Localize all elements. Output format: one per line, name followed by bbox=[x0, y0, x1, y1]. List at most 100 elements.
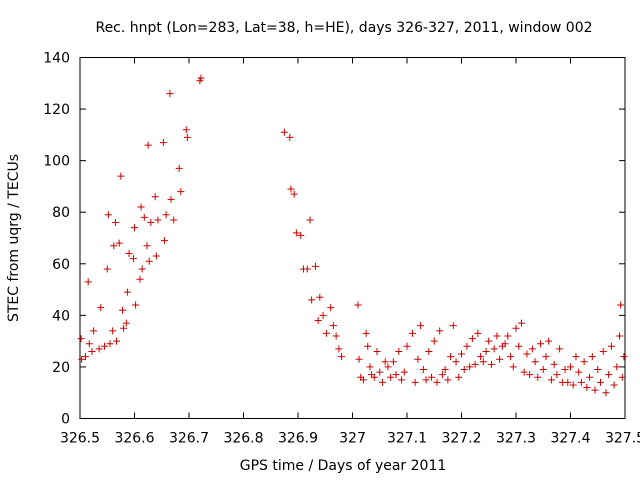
data-point bbox=[287, 185, 295, 193]
chart-title: Rec. hnpt (Lon=283, Lat=38, h=HE), days … bbox=[95, 20, 592, 36]
data-point bbox=[359, 376, 367, 384]
data-point bbox=[539, 366, 547, 374]
data-point bbox=[354, 301, 362, 309]
data-point bbox=[602, 389, 610, 397]
data-point bbox=[376, 368, 384, 376]
data-point bbox=[485, 337, 493, 345]
data-point bbox=[471, 360, 479, 368]
y-tick-label: 60 bbox=[52, 257, 70, 273]
data-point bbox=[572, 353, 580, 361]
data-point bbox=[138, 265, 146, 273]
data-point bbox=[395, 347, 403, 355]
data-point bbox=[290, 190, 298, 198]
data-point bbox=[166, 90, 174, 98]
y-tick-label: 120 bbox=[43, 102, 70, 118]
x-tick-label: 327.4 bbox=[550, 431, 590, 447]
plot-area bbox=[79, 57, 626, 419]
data-point bbox=[618, 373, 626, 381]
data-point bbox=[504, 332, 512, 340]
data-point bbox=[607, 342, 615, 350]
x-axis: 326.5 326.6 326.7 326.8 326.9 327 327.1 327.2 32… bbox=[60, 57, 640, 447]
data-point bbox=[436, 327, 444, 335]
data-point bbox=[419, 366, 427, 374]
data-point bbox=[95, 345, 103, 353]
data-point bbox=[617, 301, 625, 309]
x-tick-label: 327.1 bbox=[387, 431, 427, 447]
data-point bbox=[327, 304, 335, 312]
data-point bbox=[152, 252, 160, 260]
data-point bbox=[463, 342, 471, 350]
data-point bbox=[162, 211, 170, 219]
x-tick-label: 326.9 bbox=[278, 431, 318, 447]
data-point bbox=[460, 366, 468, 374]
data-point bbox=[447, 353, 455, 361]
y-axis-label: STEC from uqrg / TECUs bbox=[6, 154, 22, 322]
data-point bbox=[104, 211, 112, 219]
data-marks bbox=[77, 74, 628, 397]
data-point bbox=[596, 378, 604, 386]
data-point bbox=[610, 381, 618, 389]
data-point bbox=[381, 358, 389, 366]
data-point bbox=[398, 376, 406, 384]
data-point bbox=[197, 74, 205, 82]
data-point bbox=[175, 164, 183, 172]
data-point bbox=[526, 371, 534, 379]
data-point bbox=[417, 322, 425, 330]
data-point bbox=[567, 363, 574, 371]
data-point bbox=[147, 219, 155, 227]
data-point bbox=[389, 358, 397, 366]
data-point bbox=[110, 242, 118, 250]
data-point bbox=[599, 347, 607, 355]
data-point bbox=[553, 371, 561, 379]
data-point bbox=[523, 350, 531, 358]
data-point bbox=[477, 353, 485, 361]
y-axis: 0 20 40 60 80 100 120 140 bbox=[43, 51, 625, 428]
data-point bbox=[322, 329, 330, 337]
data-point bbox=[468, 335, 476, 343]
data-point bbox=[580, 358, 588, 366]
data-point bbox=[591, 386, 599, 394]
data-point bbox=[306, 216, 314, 224]
data-point bbox=[577, 378, 585, 386]
x-tick-label: 326.7 bbox=[169, 431, 209, 447]
data-point bbox=[384, 363, 392, 371]
data-point bbox=[97, 304, 105, 312]
data-point bbox=[90, 327, 98, 335]
data-point bbox=[362, 329, 370, 337]
data-point bbox=[286, 133, 294, 141]
data-point bbox=[120, 324, 128, 332]
data-point bbox=[370, 373, 378, 381]
data-point bbox=[113, 337, 121, 345]
data-point bbox=[151, 193, 159, 201]
data-point bbox=[537, 340, 545, 348]
x-tick-label: 326.8 bbox=[223, 431, 263, 447]
data-point bbox=[335, 345, 343, 353]
data-point bbox=[556, 345, 564, 353]
data-point bbox=[507, 353, 515, 361]
x-tick-label: 327 bbox=[339, 431, 366, 447]
data-point bbox=[474, 329, 482, 337]
data-point bbox=[101, 342, 109, 350]
data-point bbox=[159, 139, 167, 147]
data-point bbox=[425, 347, 433, 355]
data-point bbox=[316, 293, 324, 301]
data-point bbox=[411, 378, 419, 386]
x-tick-label: 327.2 bbox=[441, 431, 481, 447]
data-point bbox=[400, 368, 408, 376]
data-point bbox=[364, 342, 372, 350]
data-point bbox=[438, 371, 446, 379]
data-point bbox=[183, 133, 191, 141]
data-point bbox=[501, 340, 509, 348]
data-point bbox=[125, 249, 133, 257]
data-point bbox=[534, 373, 542, 381]
data-point bbox=[115, 239, 123, 247]
plot-frame bbox=[79, 57, 626, 419]
data-point bbox=[392, 371, 400, 379]
y-tick-label: 80 bbox=[52, 205, 70, 221]
data-point bbox=[414, 355, 422, 363]
data-point bbox=[616, 332, 624, 340]
data-point bbox=[550, 360, 558, 368]
x-tick-label: 326.6 bbox=[114, 431, 154, 447]
data-point bbox=[531, 358, 539, 366]
data-point bbox=[84, 278, 92, 286]
